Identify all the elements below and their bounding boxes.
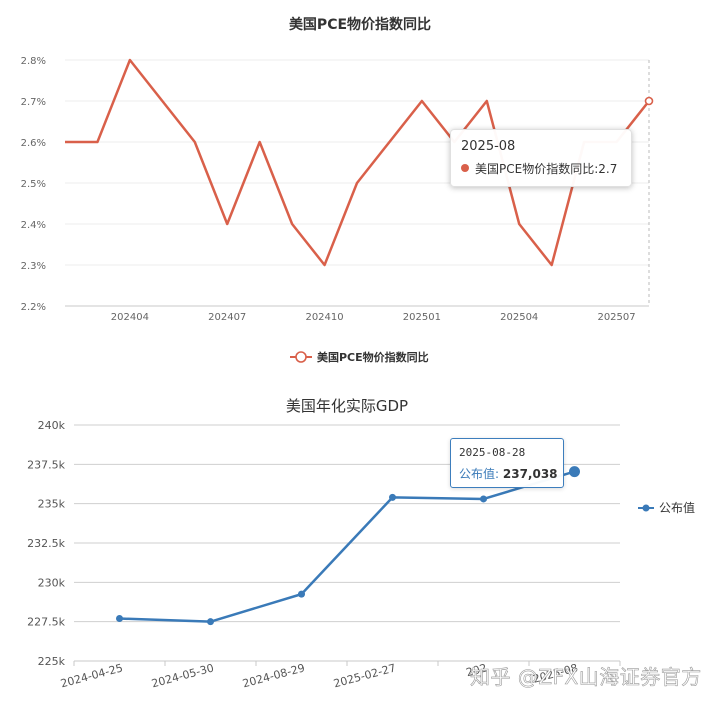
gdp-y-tick-label: 235k bbox=[38, 498, 66, 511]
pce-tooltip-marker bbox=[461, 164, 469, 172]
pce-x-tick-label: 202507 bbox=[597, 312, 635, 323]
gdp-tooltip-title: 2025-08-28 bbox=[459, 446, 526, 459]
watermark: 知乎 @ZFX山海证券官方 bbox=[470, 665, 702, 690]
gdp-data-point bbox=[207, 618, 214, 626]
pce-series-line bbox=[65, 58, 650, 267]
pce-x-tick-label: 202501 bbox=[403, 312, 441, 323]
gdp-data-point bbox=[389, 493, 396, 501]
pce-y-tick-label: 2.7% bbox=[21, 97, 46, 108]
gdp-data-point bbox=[298, 590, 305, 598]
pce-tooltip-title: 2025-08 bbox=[461, 139, 516, 154]
pce-tooltip: 2025-08 美国PCE物价指数同比:2.7 bbox=[450, 129, 632, 187]
gdp-tooltip: 2025-08-28 公布值: 237,038 bbox=[450, 438, 564, 488]
gdp-series-line bbox=[119, 470, 575, 623]
gdp-tooltip-label: 公布值: bbox=[459, 467, 500, 481]
gdp-tooltip-value: 237,038 bbox=[502, 467, 558, 481]
gdp-highlight-point bbox=[569, 466, 580, 478]
pce-tooltip-text: 美国PCE物价指数同比:2.7 bbox=[475, 162, 618, 176]
gdp-x-tick-label: 2024-05-30 bbox=[150, 661, 215, 690]
gdp-x-tick-label: 2024-08-29 bbox=[241, 661, 306, 690]
pce-legend-marker bbox=[295, 351, 307, 363]
gdp-y-tick-label: 230k bbox=[38, 576, 66, 589]
pce-y-tick-label: 2.3% bbox=[21, 261, 46, 272]
pce-y-tick-label: 2.4% bbox=[21, 220, 46, 231]
gdp-x-tick-label: 2024-04-25 bbox=[59, 661, 124, 690]
gdp-y-tick-label: 225k bbox=[38, 655, 66, 668]
pce-x-tick-label: 202504 bbox=[500, 312, 538, 323]
gdp-y-tick-label: 240k bbox=[38, 419, 66, 432]
gdp-tooltip-line: 公布值: 237,038 bbox=[459, 465, 558, 482]
pce-y-tick-label: 2.5% bbox=[21, 179, 46, 190]
gdp-y-tick-label: 237.5k bbox=[27, 458, 65, 471]
gdp-data-point bbox=[116, 615, 123, 623]
pce-x-tick-label: 202404 bbox=[111, 312, 149, 323]
pce-legend-label: 美国PCE物价指数同比 bbox=[317, 350, 429, 364]
pce-x-tick-label: 202407 bbox=[208, 312, 246, 323]
gdp-y-tick-label: 232.5k bbox=[27, 537, 65, 550]
pce-highlight-point bbox=[644, 96, 654, 106]
gdp-x-tick-label: 202 bbox=[465, 661, 489, 679]
gdp-y-tick-label: 227.5k bbox=[27, 616, 65, 629]
gdp-x-tick-label: 2025-02-27 bbox=[332, 661, 397, 690]
gdp-data-point bbox=[480, 495, 487, 503]
pce-y-tick-label: 2.8% bbox=[21, 56, 46, 67]
pce-x-tick-label: 202410 bbox=[305, 312, 343, 323]
gdp-legend-label: 公布值 bbox=[659, 500, 695, 515]
gdp-legend-marker bbox=[642, 504, 650, 512]
pce-chart-title: 美国PCE物价指数同比 bbox=[289, 16, 431, 33]
gdp-chart-title: 美国年化实际GDP bbox=[286, 397, 408, 415]
pce-y-tick-label: 2.2% bbox=[21, 302, 46, 313]
pce-y-tick-label: 2.6% bbox=[21, 138, 46, 149]
